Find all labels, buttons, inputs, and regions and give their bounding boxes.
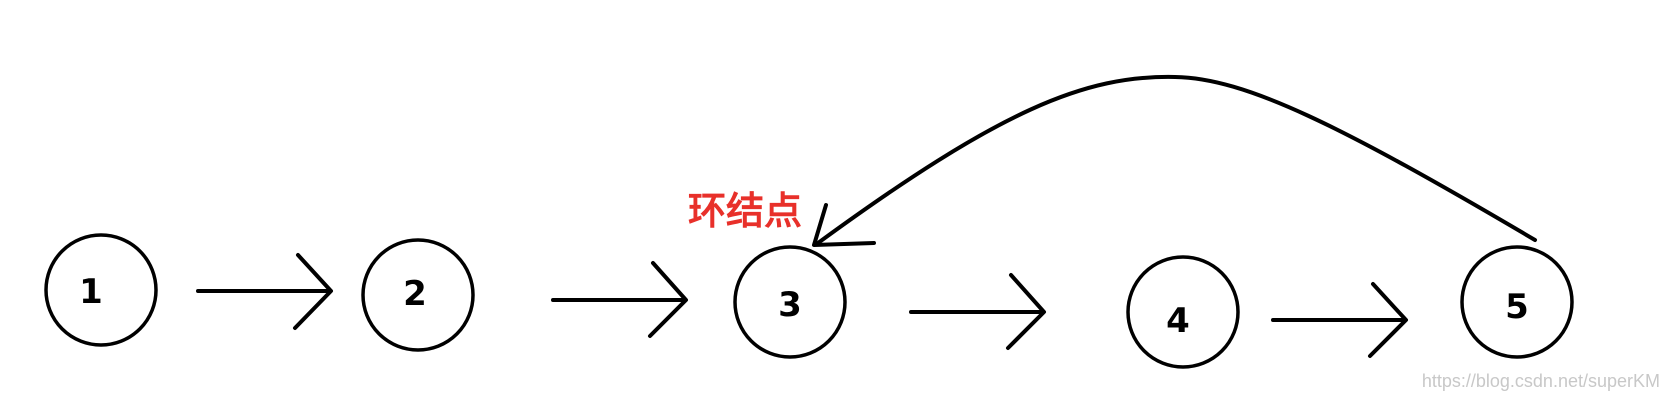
node-5: 5 — [1460, 245, 1574, 359]
edge-5-to-3-cycle-arrow — [812, 74, 1537, 247]
node-3-label: 3 — [778, 285, 802, 325]
node-1: 1 — [44, 233, 158, 347]
node-5-circle — [1460, 245, 1574, 359]
edge-3-to-4-arrow — [909, 273, 1046, 350]
edge-2-to-3-arrow — [551, 261, 688, 338]
node-2-circle — [361, 238, 475, 352]
node-4-circle — [1126, 255, 1240, 369]
edge-1-to-2-arrow — [196, 253, 333, 330]
cycle-node-label: 环结点 — [688, 189, 802, 233]
node-1-label: 1 — [79, 272, 103, 312]
node-3: 3 — [733, 245, 847, 359]
watermark-text: https://blog.csdn.net/superKM — [1421, 371, 1660, 391]
node-3-circle — [733, 245, 847, 359]
node-2: 2 — [361, 238, 475, 352]
node-1-circle — [44, 233, 158, 347]
node-5-label: 5 — [1505, 287, 1529, 327]
node-4: 4 — [1126, 255, 1240, 369]
node-2-label: 2 — [403, 274, 427, 314]
edge-4-to-5-arrow — [1271, 282, 1408, 358]
node-4-label: 4 — [1166, 301, 1190, 341]
